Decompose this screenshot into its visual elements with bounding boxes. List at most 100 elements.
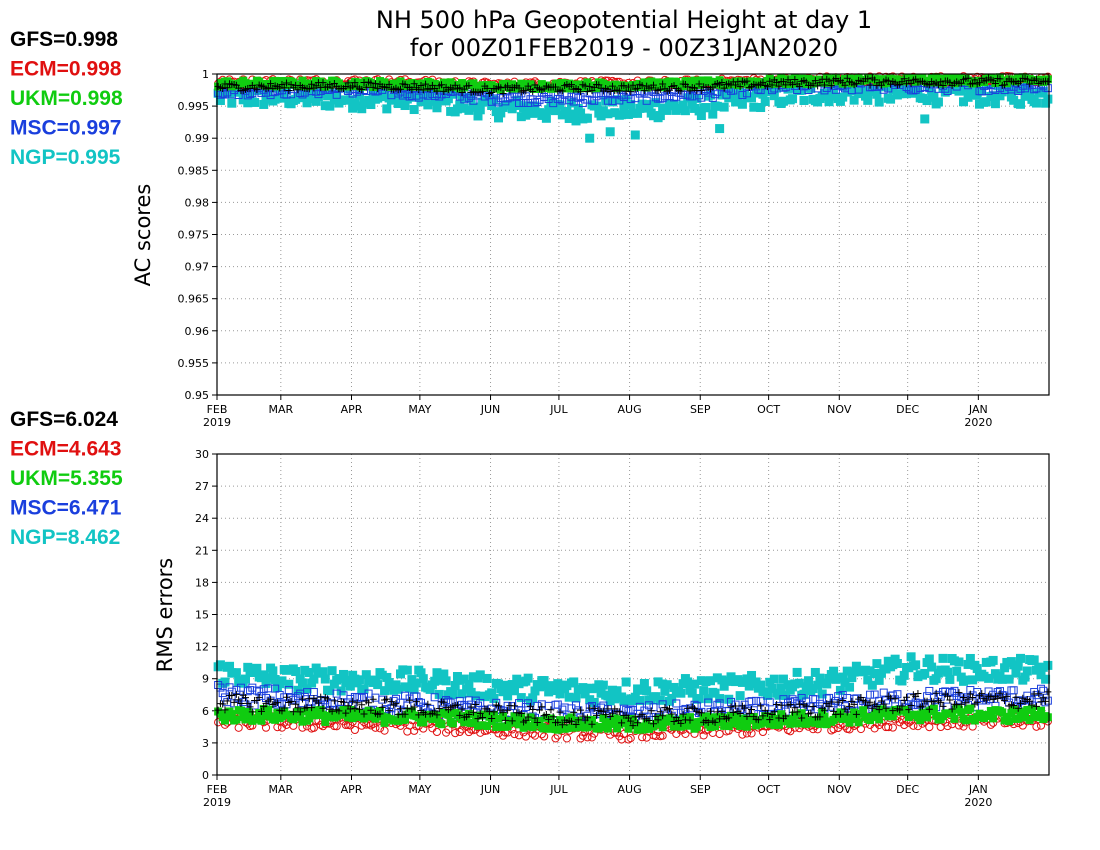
rms-point-gfs bbox=[759, 712, 767, 720]
rms-point-ngp bbox=[984, 673, 994, 683]
rms-point-gfs bbox=[545, 715, 553, 723]
ac-month-label: AUG bbox=[618, 403, 642, 416]
ac-point-ngp bbox=[366, 100, 376, 110]
ac-point-ukm bbox=[271, 76, 280, 85]
rms-point-gfs bbox=[415, 711, 423, 719]
rms-point-gfs bbox=[467, 703, 475, 711]
ac-point-ngp bbox=[733, 92, 743, 102]
ac-point-ngp bbox=[690, 103, 700, 113]
rms-point-gfs bbox=[948, 705, 956, 713]
rms-point-ngp bbox=[437, 675, 447, 685]
rms-point-ukm bbox=[622, 716, 631, 725]
rms-point-ngp bbox=[380, 686, 390, 696]
rms-point-ukm bbox=[788, 715, 797, 724]
rms-point-gfs bbox=[549, 713, 557, 721]
rms-point-ukm bbox=[1014, 714, 1023, 723]
ac-point-ngp bbox=[628, 108, 638, 118]
rms-point-ngp bbox=[706, 676, 716, 686]
rms-point-ukm bbox=[902, 708, 911, 717]
rms-point-ngp bbox=[430, 676, 440, 686]
rms-point-ngp bbox=[389, 685, 399, 695]
rms-point-gfs bbox=[289, 708, 297, 716]
ac-point-gfs bbox=[763, 83, 771, 91]
rms-point-msc bbox=[704, 698, 713, 707]
rms-point-ngp bbox=[398, 665, 408, 675]
rms-point-ngp bbox=[487, 688, 497, 698]
ac-point-ngp bbox=[323, 91, 333, 101]
rms-point-ecm bbox=[341, 720, 350, 730]
ac-point-gfs bbox=[408, 86, 416, 94]
rms-point-ukm bbox=[540, 724, 549, 733]
rms-point-gfs bbox=[773, 701, 781, 709]
ac-point-ngp bbox=[623, 109, 633, 119]
rms-point-ngp bbox=[892, 658, 902, 668]
ac-point-gfs bbox=[620, 82, 628, 90]
rms-point-ngp bbox=[564, 692, 574, 702]
rms-errors-panel: 0 3 6 9 12 15 18 21 24 27 30 FEB MAR APR MAY JUN JUL AUG S… bbox=[10, 408, 1053, 809]
rms-point-ecm bbox=[954, 721, 964, 730]
rms-point-msc bbox=[1009, 686, 1018, 695]
rms-point-msc bbox=[809, 695, 818, 704]
ac-point-ngp bbox=[895, 89, 905, 99]
ac-point-ngp bbox=[457, 93, 467, 103]
rms-point-ukm bbox=[380, 718, 389, 727]
rms-point-ngp bbox=[979, 671, 989, 681]
rms-point-ecm bbox=[432, 727, 442, 737]
rms-point-ukm bbox=[597, 722, 606, 731]
rms-point-ukm bbox=[770, 720, 779, 729]
rms-point-ngp bbox=[516, 693, 526, 703]
rms-point-gfs bbox=[376, 710, 384, 718]
ac-point-ukm bbox=[927, 73, 936, 82]
ac-point-gfs bbox=[720, 84, 728, 92]
rms-point-gfs bbox=[602, 711, 610, 719]
rms-point-ukm bbox=[1021, 713, 1030, 722]
ac-point-ngp bbox=[250, 97, 260, 107]
ac-point-gfs bbox=[308, 80, 316, 88]
rms-point-gfs bbox=[431, 707, 439, 715]
rms-point-ukm bbox=[1016, 707, 1025, 716]
rms-point-gfs bbox=[287, 698, 295, 706]
rms-point-ngp bbox=[596, 688, 606, 698]
rms-point-gfs bbox=[732, 702, 740, 710]
rms-point-msc bbox=[672, 699, 681, 708]
rms-point-ngp bbox=[361, 670, 371, 680]
rms-point-ngp bbox=[849, 667, 859, 677]
rms-point-gfs bbox=[978, 690, 986, 698]
rms-point-gfs bbox=[401, 710, 409, 718]
rms-point-gfs bbox=[554, 718, 562, 726]
rms-point-msc bbox=[218, 689, 227, 698]
rms-point-ecm bbox=[330, 721, 339, 731]
ac-point-ngp bbox=[475, 105, 485, 115]
rms-point-ecm bbox=[758, 727, 768, 737]
ac-point-gfs bbox=[581, 82, 589, 90]
rms-point-ukm bbox=[515, 720, 524, 729]
rms-point-msc bbox=[765, 698, 774, 707]
rms-point-gfs bbox=[255, 693, 263, 701]
rms-point-ukm bbox=[727, 711, 736, 720]
rms-point-ukm bbox=[252, 715, 261, 724]
rms-month-label: NOV bbox=[827, 783, 852, 796]
ac-point-ukm bbox=[804, 74, 813, 83]
rms-point-ngp bbox=[621, 677, 631, 687]
rms-point-gfs bbox=[1035, 690, 1043, 698]
rms-point-gfs bbox=[558, 721, 566, 729]
rms-point-ngp bbox=[965, 653, 975, 663]
rms-point-ngp bbox=[842, 666, 852, 676]
rms-point-gfs bbox=[608, 709, 616, 717]
rms-point-ngp bbox=[409, 684, 419, 694]
ac-point-gfs bbox=[396, 85, 404, 93]
ac-point-msc bbox=[501, 97, 510, 106]
rms-point-ngp bbox=[938, 653, 948, 663]
rms-point-ngp bbox=[874, 675, 884, 685]
rms-point-gfs bbox=[412, 698, 420, 706]
rms-point-ngp bbox=[637, 685, 647, 695]
ac-point-ngp bbox=[956, 86, 966, 96]
rms-point-gfs bbox=[267, 695, 275, 703]
rms-point-gfs bbox=[230, 698, 238, 706]
ac-point-ngp bbox=[662, 105, 672, 115]
rms-point-ngp bbox=[653, 677, 663, 687]
ac-point-ngp bbox=[550, 106, 560, 116]
rms-point-ecm bbox=[829, 725, 838, 734]
ac-point-ngp bbox=[300, 87, 310, 97]
ac-axis-label: AC scores bbox=[131, 184, 155, 287]
